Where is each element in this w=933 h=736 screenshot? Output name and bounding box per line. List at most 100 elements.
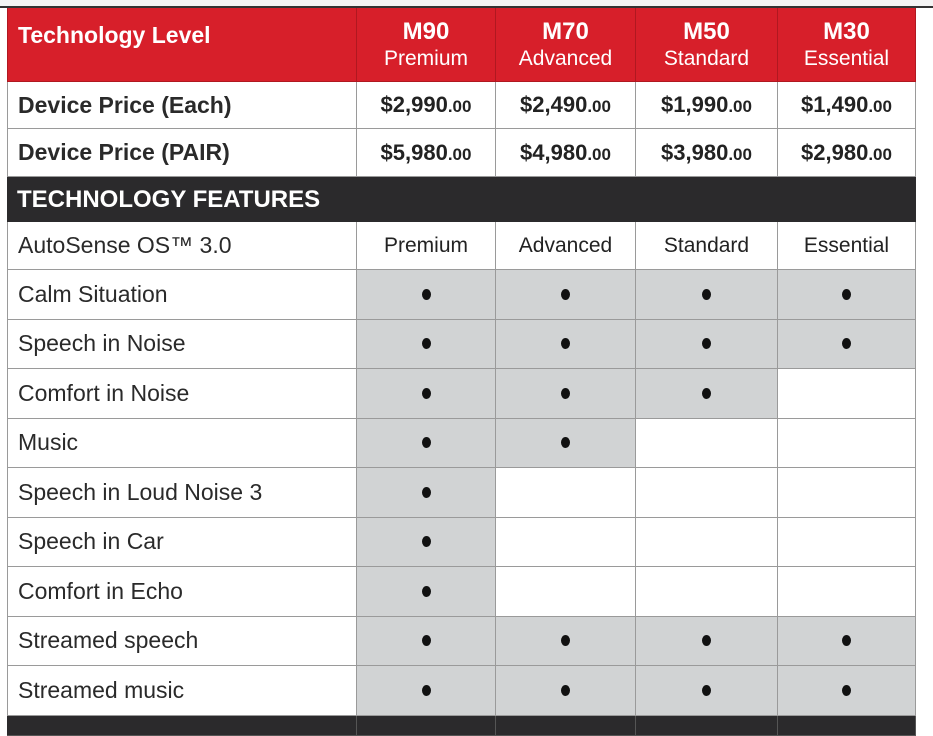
feature-included-cell xyxy=(636,319,778,369)
price-cents: .00 xyxy=(868,97,892,116)
bullet-icon xyxy=(421,338,431,350)
price-value: $2,990.00 xyxy=(381,92,472,118)
bullet-icon xyxy=(842,288,851,300)
feature-label: Streamed speech xyxy=(7,616,357,666)
feature-included-cell xyxy=(496,616,636,666)
feature-included-cell xyxy=(357,418,496,468)
model-header: M70 Advanced xyxy=(496,8,636,82)
model-header: M30 Essential xyxy=(778,8,916,82)
bullet-icon xyxy=(561,288,570,300)
feature-included-cell xyxy=(778,666,916,716)
price-cents: .00 xyxy=(728,144,752,164)
bullet-icon xyxy=(842,338,851,350)
comparison-table: Technology Level M90 Premium M70 Advanced M50… xyxy=(7,8,916,736)
bullet-icon xyxy=(561,338,570,350)
feature-empty-cell xyxy=(636,418,778,468)
bullet-icon xyxy=(421,387,431,399)
price-cents: .00 xyxy=(587,144,611,164)
autosense-value: Advanced xyxy=(496,222,636,270)
feature-included-cell xyxy=(357,567,496,617)
feature-included-cell xyxy=(357,616,496,666)
feature-included-cell xyxy=(778,319,916,369)
bullet-icon xyxy=(421,288,431,300)
autosense-value: Standard xyxy=(636,222,778,270)
price-cell: $5,980.00 xyxy=(357,129,496,177)
price-value: $4,980.00 xyxy=(520,140,611,166)
feature-empty-cell xyxy=(778,369,916,419)
feature-label: Comfort in Echo xyxy=(7,567,357,617)
price-cell: $2,490.00 xyxy=(496,82,636,129)
model-tier: Standard xyxy=(663,46,750,70)
feature-label: Speech in Loud Noise 3 xyxy=(7,468,357,518)
feature-included-cell xyxy=(357,369,496,419)
feature-included-cell xyxy=(357,319,496,369)
feature-label: Calm Situation xyxy=(7,270,357,320)
autosense-value: Premium xyxy=(357,222,496,270)
feature-included-cell xyxy=(778,616,916,666)
bullet-icon xyxy=(702,635,711,647)
price-cents: .00 xyxy=(447,97,472,116)
feature-included-cell xyxy=(496,270,636,320)
top-border xyxy=(0,0,933,8)
header-label: Technology Level xyxy=(7,8,357,82)
feature-empty-cell xyxy=(636,517,778,567)
price-dollars: $2,990 xyxy=(380,92,448,117)
feature-empty-cell xyxy=(778,517,916,567)
section-header: TECHNOLOGY FEATURES xyxy=(7,177,916,222)
price-value: $2,980.00 xyxy=(801,140,892,166)
price-dollars: $1,490 xyxy=(801,92,869,117)
bullet-icon xyxy=(702,387,711,399)
feature-included-cell xyxy=(496,319,636,369)
feature-label: Music xyxy=(7,418,357,468)
feature-label: Streamed music xyxy=(7,666,357,716)
footer-bar xyxy=(7,715,357,736)
bullet-icon xyxy=(421,536,431,548)
price-value: $1,990.00 xyxy=(661,92,752,118)
footer-bar xyxy=(357,715,496,736)
price-cell: $2,990.00 xyxy=(357,82,496,129)
feature-empty-cell xyxy=(496,517,636,567)
bullet-icon xyxy=(842,635,851,647)
model-tier: Advanced xyxy=(518,46,613,70)
bullet-icon xyxy=(702,288,711,300)
model-name: M30 xyxy=(823,17,870,45)
feature-label: Comfort in Noise xyxy=(7,369,357,419)
bullet-icon xyxy=(421,585,431,597)
price-cents: .00 xyxy=(587,97,611,116)
price-value: $3,980.00 xyxy=(661,140,752,166)
price-cents: .00 xyxy=(447,144,472,164)
price-dollars: $2,490 xyxy=(520,92,588,117)
feature-included-cell xyxy=(496,369,636,419)
feature-included-cell xyxy=(636,369,778,419)
price-cell: $3,980.00 xyxy=(636,129,778,177)
footer-bar xyxy=(636,715,778,736)
price-cents: .00 xyxy=(868,144,892,164)
bullet-icon xyxy=(421,437,431,449)
feature-empty-cell xyxy=(778,418,916,468)
bullet-icon xyxy=(561,437,570,449)
price-value: $5,980.00 xyxy=(381,140,472,166)
model-header: M90 Premium xyxy=(357,8,496,82)
model-tier: Essential xyxy=(803,46,890,70)
feature-empty-cell xyxy=(636,567,778,617)
price-cell: $2,980.00 xyxy=(778,129,916,177)
feature-empty-cell xyxy=(496,567,636,617)
price-dollars: $4,980 xyxy=(520,139,588,165)
feature-included-cell xyxy=(778,270,916,320)
price-cell: $4,980.00 xyxy=(496,129,636,177)
price-cell: $1,990.00 xyxy=(636,82,778,129)
bullet-icon xyxy=(561,684,570,696)
feature-label: Speech in Noise xyxy=(7,319,357,369)
bullet-icon xyxy=(561,387,570,399)
bullet-icon xyxy=(421,684,431,696)
price-row-label: Device Price (PAIR) xyxy=(7,129,357,177)
bullet-icon xyxy=(702,684,711,696)
model-name: M70 xyxy=(542,17,589,45)
feature-included-cell xyxy=(357,270,496,320)
price-dollars: $3,980 xyxy=(661,139,729,165)
price-dollars: $2,980 xyxy=(801,139,869,165)
feature-included-cell xyxy=(357,517,496,567)
bullet-icon xyxy=(842,684,851,696)
footer-bar xyxy=(778,715,916,736)
bullet-icon xyxy=(421,635,431,647)
